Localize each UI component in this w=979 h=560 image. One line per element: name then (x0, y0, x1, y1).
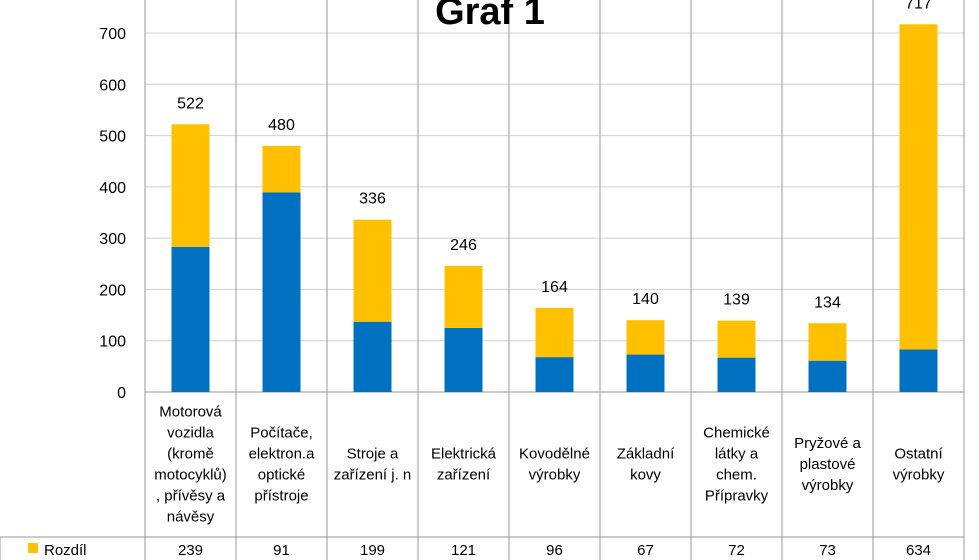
total-data-label: 246 (450, 237, 477, 254)
y-tick-label: 700 (99, 26, 126, 43)
bar-segment-series0-cat8 (899, 349, 938, 392)
bar-segment-series1-cat2 (353, 219, 392, 322)
total-data-label: 139 (723, 292, 750, 309)
y-tick-label: 400 (99, 180, 126, 197)
category-label: Základní kovy (617, 446, 675, 484)
table-value: 199 (360, 542, 385, 559)
bar-segment-series1-cat7 (808, 323, 847, 361)
table-value: 67 (637, 542, 654, 559)
category-label: Stroje a zařízení j. n (334, 446, 412, 484)
y-tick-label: 0 (117, 385, 126, 402)
total-data-label: 480 (268, 117, 295, 134)
bar-segment-series0-cat1 (262, 192, 301, 392)
total-data-label: 140 (632, 291, 659, 308)
table-value: 91 (273, 542, 290, 559)
bar-segment-series1-cat3 (444, 265, 483, 328)
table-value: 96 (546, 542, 563, 559)
bar-segment-series0-cat2 (353, 321, 392, 392)
bar-segment-series1-cat1 (262, 145, 301, 193)
bar-segment-series1-cat6 (717, 320, 756, 358)
y-axis-ticks: 0 100 200 300 400 500 600 700 (99, 26, 126, 402)
category-label: Ostatní výrobky (893, 446, 945, 484)
bar-segment-series0-cat7 (808, 360, 847, 392)
bars (171, 24, 938, 392)
y-tick-label: 100 (99, 334, 126, 351)
bar-segment-series1-cat8 (899, 24, 938, 350)
category-label: Pryžové a plastové výrobky (794, 435, 861, 494)
data-table: Rozdíl 239 91 199 121 96 67 72 73 634 (28, 542, 931, 559)
category-label: Motorová vozidla (kromě motocyklů), přívěsy… (154, 404, 227, 526)
bar-segment-series0-cat0 (171, 246, 210, 392)
y-tick-label: 500 (99, 129, 126, 146)
bar-segment-series0-cat4 (535, 357, 574, 392)
category-label: Elektrická zařízení (431, 446, 497, 484)
chart-title: Graf 1 (435, 0, 545, 33)
y-tick-label: 600 (99, 77, 126, 94)
table-value: 239 (178, 542, 203, 559)
bar-segment-series0-cat6 (717, 357, 756, 392)
table-value: 72 (728, 542, 745, 559)
data-labels: 522 480 336 246 164 140 139 134 717 (177, 0, 932, 311)
table-value: 634 (906, 542, 931, 559)
total-data-label: 522 (177, 95, 204, 112)
bar-segment-series1-cat4 (535, 307, 574, 358)
category-label: Chemické látky a chem. Přípravky (703, 425, 770, 505)
bar-segment-series0-cat5 (626, 354, 665, 392)
table-value: 73 (819, 542, 836, 559)
category-label: Kovodělné výrobky (519, 446, 590, 484)
total-data-label: 134 (814, 294, 841, 311)
category-label: Počítače, elektron.a optické přístroje (249, 425, 316, 505)
y-tick-label: 200 (99, 282, 126, 299)
y-tick-label: 300 (99, 231, 126, 248)
total-data-label: 336 (359, 191, 386, 208)
total-data-label: 717 (905, 0, 932, 12)
bar-segment-series0-cat3 (444, 327, 483, 392)
total-data-label: 164 (541, 279, 568, 296)
table-value: 121 (451, 542, 476, 559)
legend-swatch (28, 543, 38, 553)
legend-series-name: Rozdíl (44, 542, 87, 559)
category-labels: Motorová vozidla (kromě motocyklů), přívěsy… (154, 404, 945, 526)
bar-segment-series1-cat0 (171, 124, 210, 247)
bar-segment-series1-cat5 (626, 320, 665, 355)
